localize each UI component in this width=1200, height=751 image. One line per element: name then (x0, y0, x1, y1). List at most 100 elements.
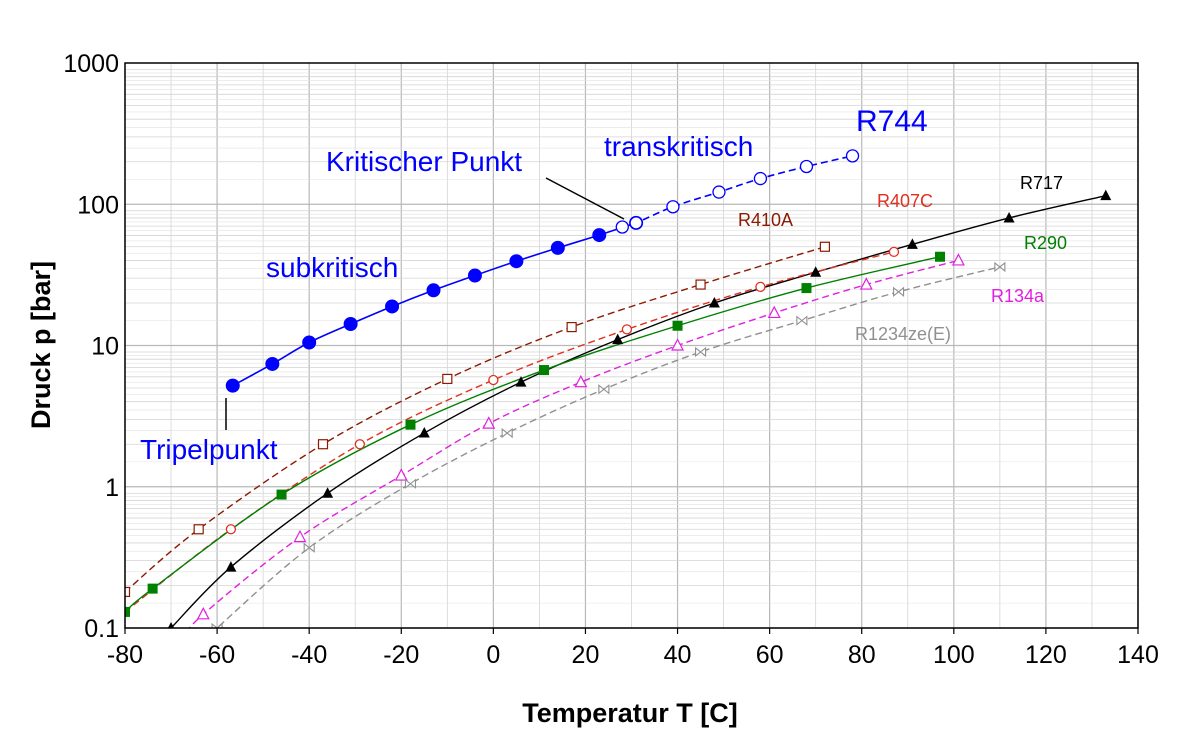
data-point-r407c (488, 374, 499, 386)
data-point-r290 (405, 419, 416, 430)
r717-label: R717 (1020, 173, 1063, 193)
data-point-r134a (293, 529, 307, 543)
y-axis-title: Druck p [bar] (26, 261, 56, 429)
data-point-r134a (951, 253, 965, 266)
data-point-r1234zee (404, 478, 417, 489)
data-point-r407c (755, 281, 766, 293)
data-point-r290 (539, 365, 550, 376)
data-point-r410a (193, 524, 204, 535)
data-point-r744 (302, 335, 317, 350)
y-tick-label: 1 (105, 474, 119, 502)
data-point-r407c (888, 246, 900, 258)
data-point-r134a (394, 468, 408, 481)
data-point-r744 (550, 240, 565, 255)
kritischer-punkt-label: Kritischer Punkt (326, 146, 522, 177)
data-point-r290 (276, 489, 287, 500)
subkritisch-label: subkritisch (266, 252, 398, 283)
marker-layer (125, 149, 1112, 628)
data-point-r717 (612, 333, 624, 345)
y-tick-label: 1000 (63, 50, 119, 78)
r290-label: R290 (1024, 233, 1067, 253)
data-point-r744 (592, 228, 607, 243)
data-point-r1234zee (893, 286, 905, 297)
data-point-r717 (515, 376, 527, 387)
r407c-label: R407C (877, 191, 933, 211)
data-point-r717 (322, 487, 334, 498)
data-point-r744 (509, 254, 524, 269)
data-point-r134a (767, 305, 781, 319)
x-tick-label: 100 (933, 641, 975, 669)
r1234ze-label: R1234ze(E) (855, 324, 951, 344)
data-point-r134a (196, 607, 210, 620)
data-point-r744 (343, 316, 358, 331)
y-tick-label: 0.1 (84, 615, 119, 643)
data-point-r290 (147, 583, 158, 594)
data-point-r410a (695, 279, 706, 290)
x-tick-label: -40 (291, 641, 327, 669)
data-point-r290 (801, 283, 812, 294)
data-point-r407c (225, 524, 237, 535)
series-line-r134a (188, 259, 959, 628)
data-point-r717 (225, 561, 237, 572)
data-point-r744 (845, 149, 860, 163)
x-axis-title: Temperatur T [C] (522, 698, 738, 728)
r744-label: R744 (856, 105, 928, 138)
data-point-r410a (317, 439, 329, 450)
data-point-r134a (859, 277, 873, 290)
tripelpunkt-label: Tripelpunkt (140, 434, 278, 465)
data-point-r744 (426, 283, 441, 298)
x-tick-label: 20 (572, 641, 600, 669)
data-point-r744 (799, 159, 814, 174)
data-point-r1234zee (796, 315, 808, 326)
data-point-r134a (671, 338, 685, 351)
data-point-r744 (467, 268, 482, 283)
series-line-r290 (125, 256, 941, 613)
data-point-r1234zee (695, 346, 707, 358)
data-point-r744 (666, 200, 680, 214)
plot-frame (124, 62, 1139, 629)
data-point-r1234zee (211, 622, 223, 628)
x-tick-label: 120 (1025, 641, 1067, 669)
data-point-r717 (167, 622, 175, 628)
x-tick-label: 80 (848, 641, 876, 669)
series-line-r1234zee (216, 266, 1001, 628)
x-tick-label: -80 (107, 641, 143, 669)
x-tick-label: 0 (486, 641, 500, 669)
data-point-r744 (225, 378, 240, 393)
data-point-r744 (753, 171, 768, 186)
y-tick-label: 100 (77, 191, 119, 219)
x-tick-label: 60 (756, 641, 784, 669)
tick-labels: -80 -60 -40 -20 0 20 40 60 80 100 120 140 0.1 1 10 100 1… (63, 50, 1158, 669)
data-point-r410a (566, 321, 577, 333)
data-point-r407c (354, 439, 365, 450)
data-point-r717 (810, 266, 822, 277)
data-point-r744 (629, 216, 643, 230)
y-tick-label: 10 (91, 333, 119, 361)
x-tick-label: -20 (383, 641, 419, 669)
data-point-r410a (125, 586, 131, 598)
data-point-r744 (712, 185, 726, 199)
data-point-r1234zee (598, 384, 610, 395)
x-tick-label: -60 (199, 641, 235, 669)
data-point-r744 (265, 356, 280, 371)
x-tick-label: 140 (1117, 641, 1159, 669)
data-point-r134a (482, 416, 496, 429)
data-point-r410a (819, 241, 830, 252)
data-point-r290 (935, 251, 946, 262)
data-point-r1234zee (303, 542, 315, 553)
data-point-r1234zee (501, 427, 513, 439)
transkritisch-label: transkritisch (604, 131, 753, 162)
data-point-r744 (615, 220, 629, 234)
data-point-r290 (672, 320, 683, 331)
r134a-label: R134a (991, 286, 1045, 306)
data-point-r290 (125, 606, 130, 617)
data-point-r717 (1003, 211, 1015, 223)
data-point-r717 (1100, 189, 1112, 201)
kritischer-punkt-leader (545, 177, 625, 220)
data-point-r1234zee (994, 261, 1006, 273)
x-tick-label: 40 (664, 641, 692, 669)
data-point-r134a (574, 374, 588, 388)
data-point-r407c (621, 324, 633, 335)
data-point-r717 (906, 238, 918, 249)
